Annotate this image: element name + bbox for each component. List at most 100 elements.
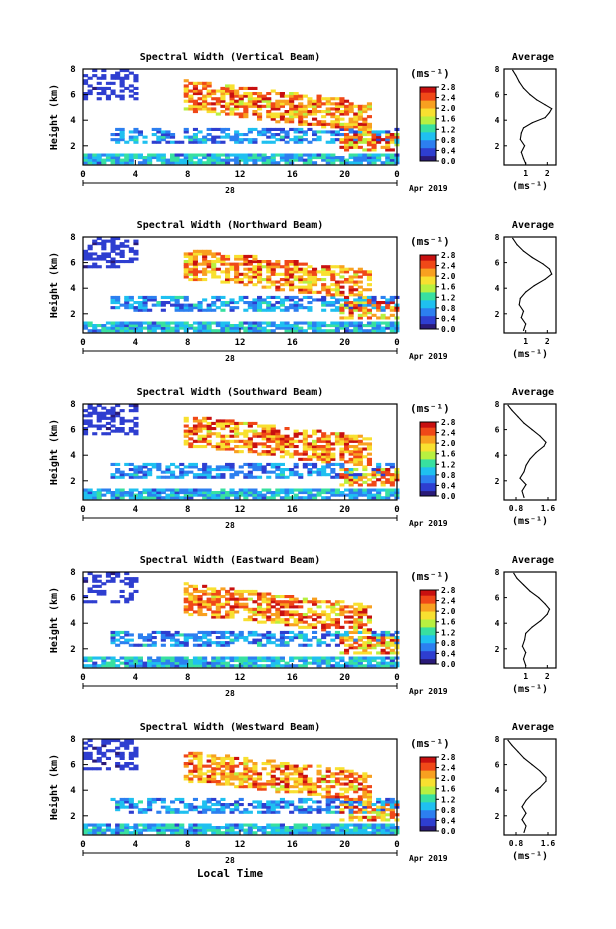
heatmap-cell	[380, 473, 386, 477]
heatmap-cell	[170, 636, 176, 640]
heatmap-cell	[289, 445, 295, 449]
heatmap-cell	[270, 262, 276, 266]
heatmap-cell	[266, 161, 272, 165]
heatmap-cell	[92, 329, 98, 333]
heatmap-cell	[188, 751, 194, 755]
average-x-tick-label: 2	[545, 337, 550, 346]
heatmap-cell	[279, 272, 285, 276]
heatmap-cell	[110, 828, 116, 832]
heatmap-cell	[110, 424, 116, 428]
heatmap-cell	[257, 493, 263, 497]
x-tick-label: 0	[394, 840, 399, 850]
heatmap-cell	[366, 138, 372, 142]
heatmap-cell	[316, 437, 322, 441]
heatmap-cell	[293, 782, 299, 786]
heatmap-cell	[357, 447, 363, 451]
heatmap-cell	[293, 496, 299, 500]
heatmap-cell	[174, 140, 180, 144]
heatmap-cell	[137, 130, 143, 134]
heatmap-cell	[348, 156, 354, 160]
heatmap-cell	[202, 828, 208, 832]
heatmap-cell	[389, 135, 395, 139]
heatmap-cell	[206, 416, 212, 420]
heatmap-cell	[147, 805, 153, 809]
heatmap-cell	[334, 772, 340, 776]
heatmap-cell	[137, 465, 143, 469]
heatmap-cell	[234, 491, 240, 495]
heatmap-cell	[344, 99, 350, 103]
heatmap-cell	[348, 473, 354, 477]
heatmap-cell	[257, 324, 263, 328]
heatmap-cell	[348, 120, 354, 124]
heatmap-cell	[302, 450, 308, 454]
heatmap-cell	[279, 94, 285, 98]
heatmap-cell	[183, 605, 189, 609]
heatmap-cell	[192, 107, 198, 111]
heatmap-cell	[362, 656, 368, 660]
heatmap-cell	[385, 651, 391, 655]
heatmap-cell	[174, 493, 180, 497]
heatmap-cell	[202, 107, 208, 111]
heatmap-cell	[334, 625, 340, 629]
heatmap-cell	[275, 120, 281, 124]
heatmap-cell	[87, 406, 93, 410]
heatmap-cell	[321, 265, 327, 269]
heatmap-cell	[188, 488, 194, 492]
heatmap-cell	[330, 470, 336, 474]
heatmap-cell	[325, 780, 331, 784]
heatmap-cell	[353, 468, 359, 472]
heatmap-cell	[133, 249, 139, 253]
heatmap-cell	[192, 656, 198, 660]
heatmap-cell	[357, 625, 363, 629]
colorbar-swatch	[420, 129, 436, 133]
heatmap-cell	[215, 468, 221, 472]
colorbar-swatch	[420, 118, 436, 122]
heatmap-cell	[371, 321, 377, 325]
heatmap-cell	[275, 462, 281, 466]
heatmap-cell	[133, 140, 139, 144]
heatmap-cell	[371, 475, 377, 479]
heatmap-cell	[353, 613, 359, 617]
heatmap-cell	[156, 475, 162, 479]
heatmap-cell	[362, 313, 368, 317]
heatmap-cell	[234, 329, 240, 333]
heatmap-cell	[321, 780, 327, 784]
colorbar-swatch	[420, 315, 436, 319]
heatmap-cell	[344, 493, 350, 497]
heatmap-cell	[321, 656, 327, 660]
heatmap-cell	[252, 275, 258, 279]
heatmap-cell	[339, 465, 345, 469]
heatmap-cell	[266, 99, 272, 103]
heatmap-cell	[279, 462, 285, 466]
colorbar-swatch	[420, 265, 436, 269]
heatmap-cell	[151, 140, 157, 144]
heatmap-cell	[266, 618, 272, 622]
heatmap-cell	[229, 99, 235, 103]
heatmap-cell	[339, 432, 345, 436]
heatmap-cell	[366, 803, 372, 807]
heatmap-cells	[83, 237, 400, 333]
heatmap-cell	[270, 782, 276, 786]
heatmap-cell	[119, 249, 125, 253]
heatmap-cell	[316, 439, 322, 443]
heatmap-cell	[261, 831, 267, 835]
heatmap-cell	[261, 620, 267, 624]
heatmap-cell	[183, 638, 189, 642]
heatmap-cell	[344, 615, 350, 619]
colorbar-swatch	[420, 323, 436, 327]
heatmap-cell	[344, 439, 350, 443]
heatmap-cell	[96, 749, 102, 753]
heatmap-cell	[289, 283, 295, 287]
heatmap-cell	[266, 805, 272, 809]
heatmap-cell	[87, 252, 93, 256]
heatmap-cell	[325, 615, 331, 619]
heatmap-cell	[302, 633, 308, 637]
heatmap-cell	[211, 769, 217, 773]
colorbar-tick-label: 2.8	[441, 83, 456, 92]
heatmap-cell	[119, 421, 125, 425]
heatmap-cell	[353, 630, 359, 634]
heatmap-cell	[101, 831, 107, 835]
colorbar-swatch	[420, 812, 436, 816]
heatmap-cell	[183, 416, 189, 420]
average-point	[551, 108, 553, 110]
